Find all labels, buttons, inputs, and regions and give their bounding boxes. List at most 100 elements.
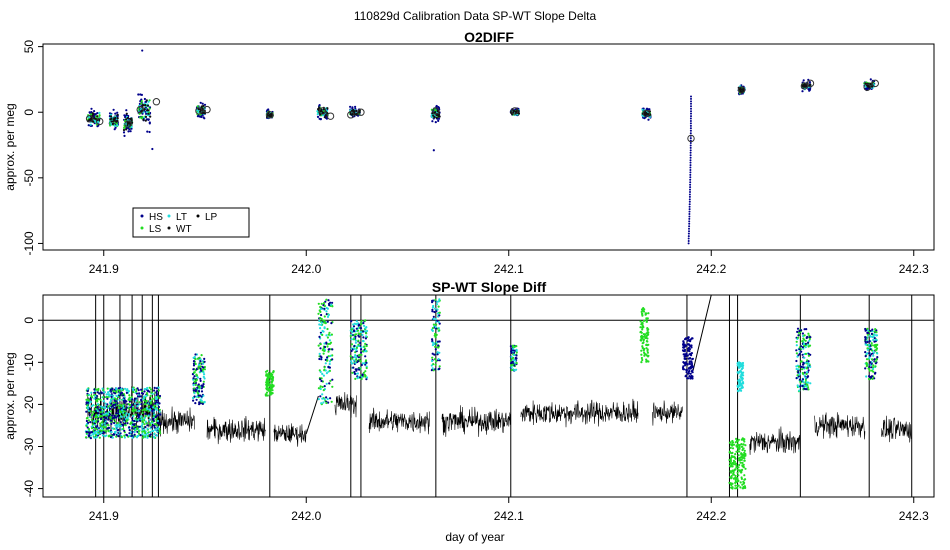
slope-diff-point-hs [510,351,513,354]
slope-diff-point-hs [796,327,800,330]
slope-diff-point-ls [127,398,130,401]
o2diff-point-hs [123,134,126,137]
slope-diff-point-ls [137,432,141,435]
o2diff-xtick-label: 242.3 [899,262,929,276]
o2diff-drop-point [688,200,691,203]
slope-diff-point-lt [363,362,366,365]
slope-diff-point-hs [873,340,876,343]
slope-diff-point-ls [323,321,326,324]
slope-diff-point-lt [133,430,136,433]
slope-diff-point-ls [741,445,744,448]
slope-diff-point-lt [124,387,127,390]
slope-diff-point-hs [805,328,808,331]
o2diff-point-lt [89,123,92,126]
slope-diff-point-lt [329,354,332,357]
slope-diff-point-ls [739,461,742,464]
slope-diff-point-ls [728,464,732,467]
slope-diff-point-ls [135,390,138,393]
slope-diff-point-lt [807,343,810,346]
o2diff-point-wt [644,113,647,116]
o2diff-point-hs [148,130,151,134]
o2diff-point-wt [130,119,133,122]
slope-diff-point-lt [118,412,121,415]
slope-diff-point-hs [683,355,686,358]
slope-diff-point-hs [154,416,157,419]
slope-diff-point-lt [433,342,436,346]
o2diff-point-ls [139,116,142,119]
o2diff-point-hs [93,110,96,113]
slope-diff-point-ls [865,358,869,361]
o2diff-point-hs [199,101,202,104]
slope-diff-point-hs [691,337,694,340]
slope-diff-point-lt [330,303,333,306]
slope-diff-point-ls [729,483,733,486]
slope-diff-point-hs [107,418,110,421]
o2diff-xtick-label: 241.9 [89,262,119,276]
slope-diff-point-hs [795,349,798,352]
slope-diff-point-hs [436,319,439,322]
o2diff-point-hs [112,108,115,111]
slope-diff-point-ls [154,422,157,426]
slope-diff-point-ls [158,430,161,433]
o2diff-point-hs [808,88,811,91]
slope-diff-point-ls [737,438,741,441]
slope-diff-point-ls [128,396,131,399]
slope-diff-point-hs [158,402,161,405]
slope-diff-point-lt [140,424,143,427]
slope-diff-point-hs [134,397,137,400]
slope-diff-point-lt [737,385,740,388]
legend-box [132,207,250,238]
slope-diff-point-ls [743,449,746,452]
slope-diff-point-lt [132,389,135,392]
slope-diff-trace [273,423,307,447]
slope-diff-connector [305,395,319,435]
slope-diff-point-hs [110,405,113,408]
slope-diff-point-ls [740,458,743,461]
o2diff-point-wt [804,84,807,87]
slope-diff-point-ls [322,352,325,355]
slope-diff-point-ls [742,463,745,466]
slope-diff-point-hs [93,391,96,394]
slope-diff-point-hs [137,389,140,392]
slope-diff-point-ls [730,443,733,446]
slope-diff-point-hs [689,352,692,355]
o2diff-drop-point [689,171,692,174]
o2diff-mean-marker [871,79,879,88]
slope-diff-point-ls [84,436,88,439]
o2diff-point-wt [358,111,361,114]
slope-diff-point-ls [645,334,648,338]
slope-diff-point-lt [101,423,104,426]
slope-diff-point-ls [797,336,800,339]
o2diff-point-wt [317,108,320,111]
o2diff-mean-marker [642,109,651,118]
slope-diff-point-lt [103,435,107,438]
o2diff-point-hs [147,118,150,121]
slope-diff-point-lt [741,361,745,365]
slope-diff-point-ls [92,410,95,413]
slope-diff-point-lt [149,427,152,430]
o2diff-point-wt [437,115,440,118]
slope-diff-point-hs [319,395,322,398]
slope-diff-point-lt [510,355,513,358]
slope-diff-point-ls [144,431,147,435]
o2diff-point-wt [144,104,147,107]
slope-diff-point-hs [113,414,116,417]
slope-diff-point-lt [203,400,206,404]
slope-diff-point-ls [323,319,326,322]
slope-diff-point-lt [804,346,807,349]
o2diff-drop-point [688,203,691,206]
slope-diff-point-hs [146,424,149,427]
slope-diff-point-hs [140,403,143,406]
slope-diff-point-hs [357,324,360,327]
slope-diff-trace [652,400,683,426]
slope-diff-point-lt [122,404,125,407]
slope-diff-point-lt [872,335,875,338]
slope-diff-point-lt [322,374,325,377]
slope-diff-point-ls [804,378,808,381]
slope-diff-point-hs [136,387,139,390]
slope-diff-point-ls [644,312,647,315]
slope-diff-point-ls [734,487,737,490]
slope-diff-point-hs [866,341,869,344]
o2diff-drop-point [689,139,692,142]
slope-diff-point-ls [797,365,801,368]
